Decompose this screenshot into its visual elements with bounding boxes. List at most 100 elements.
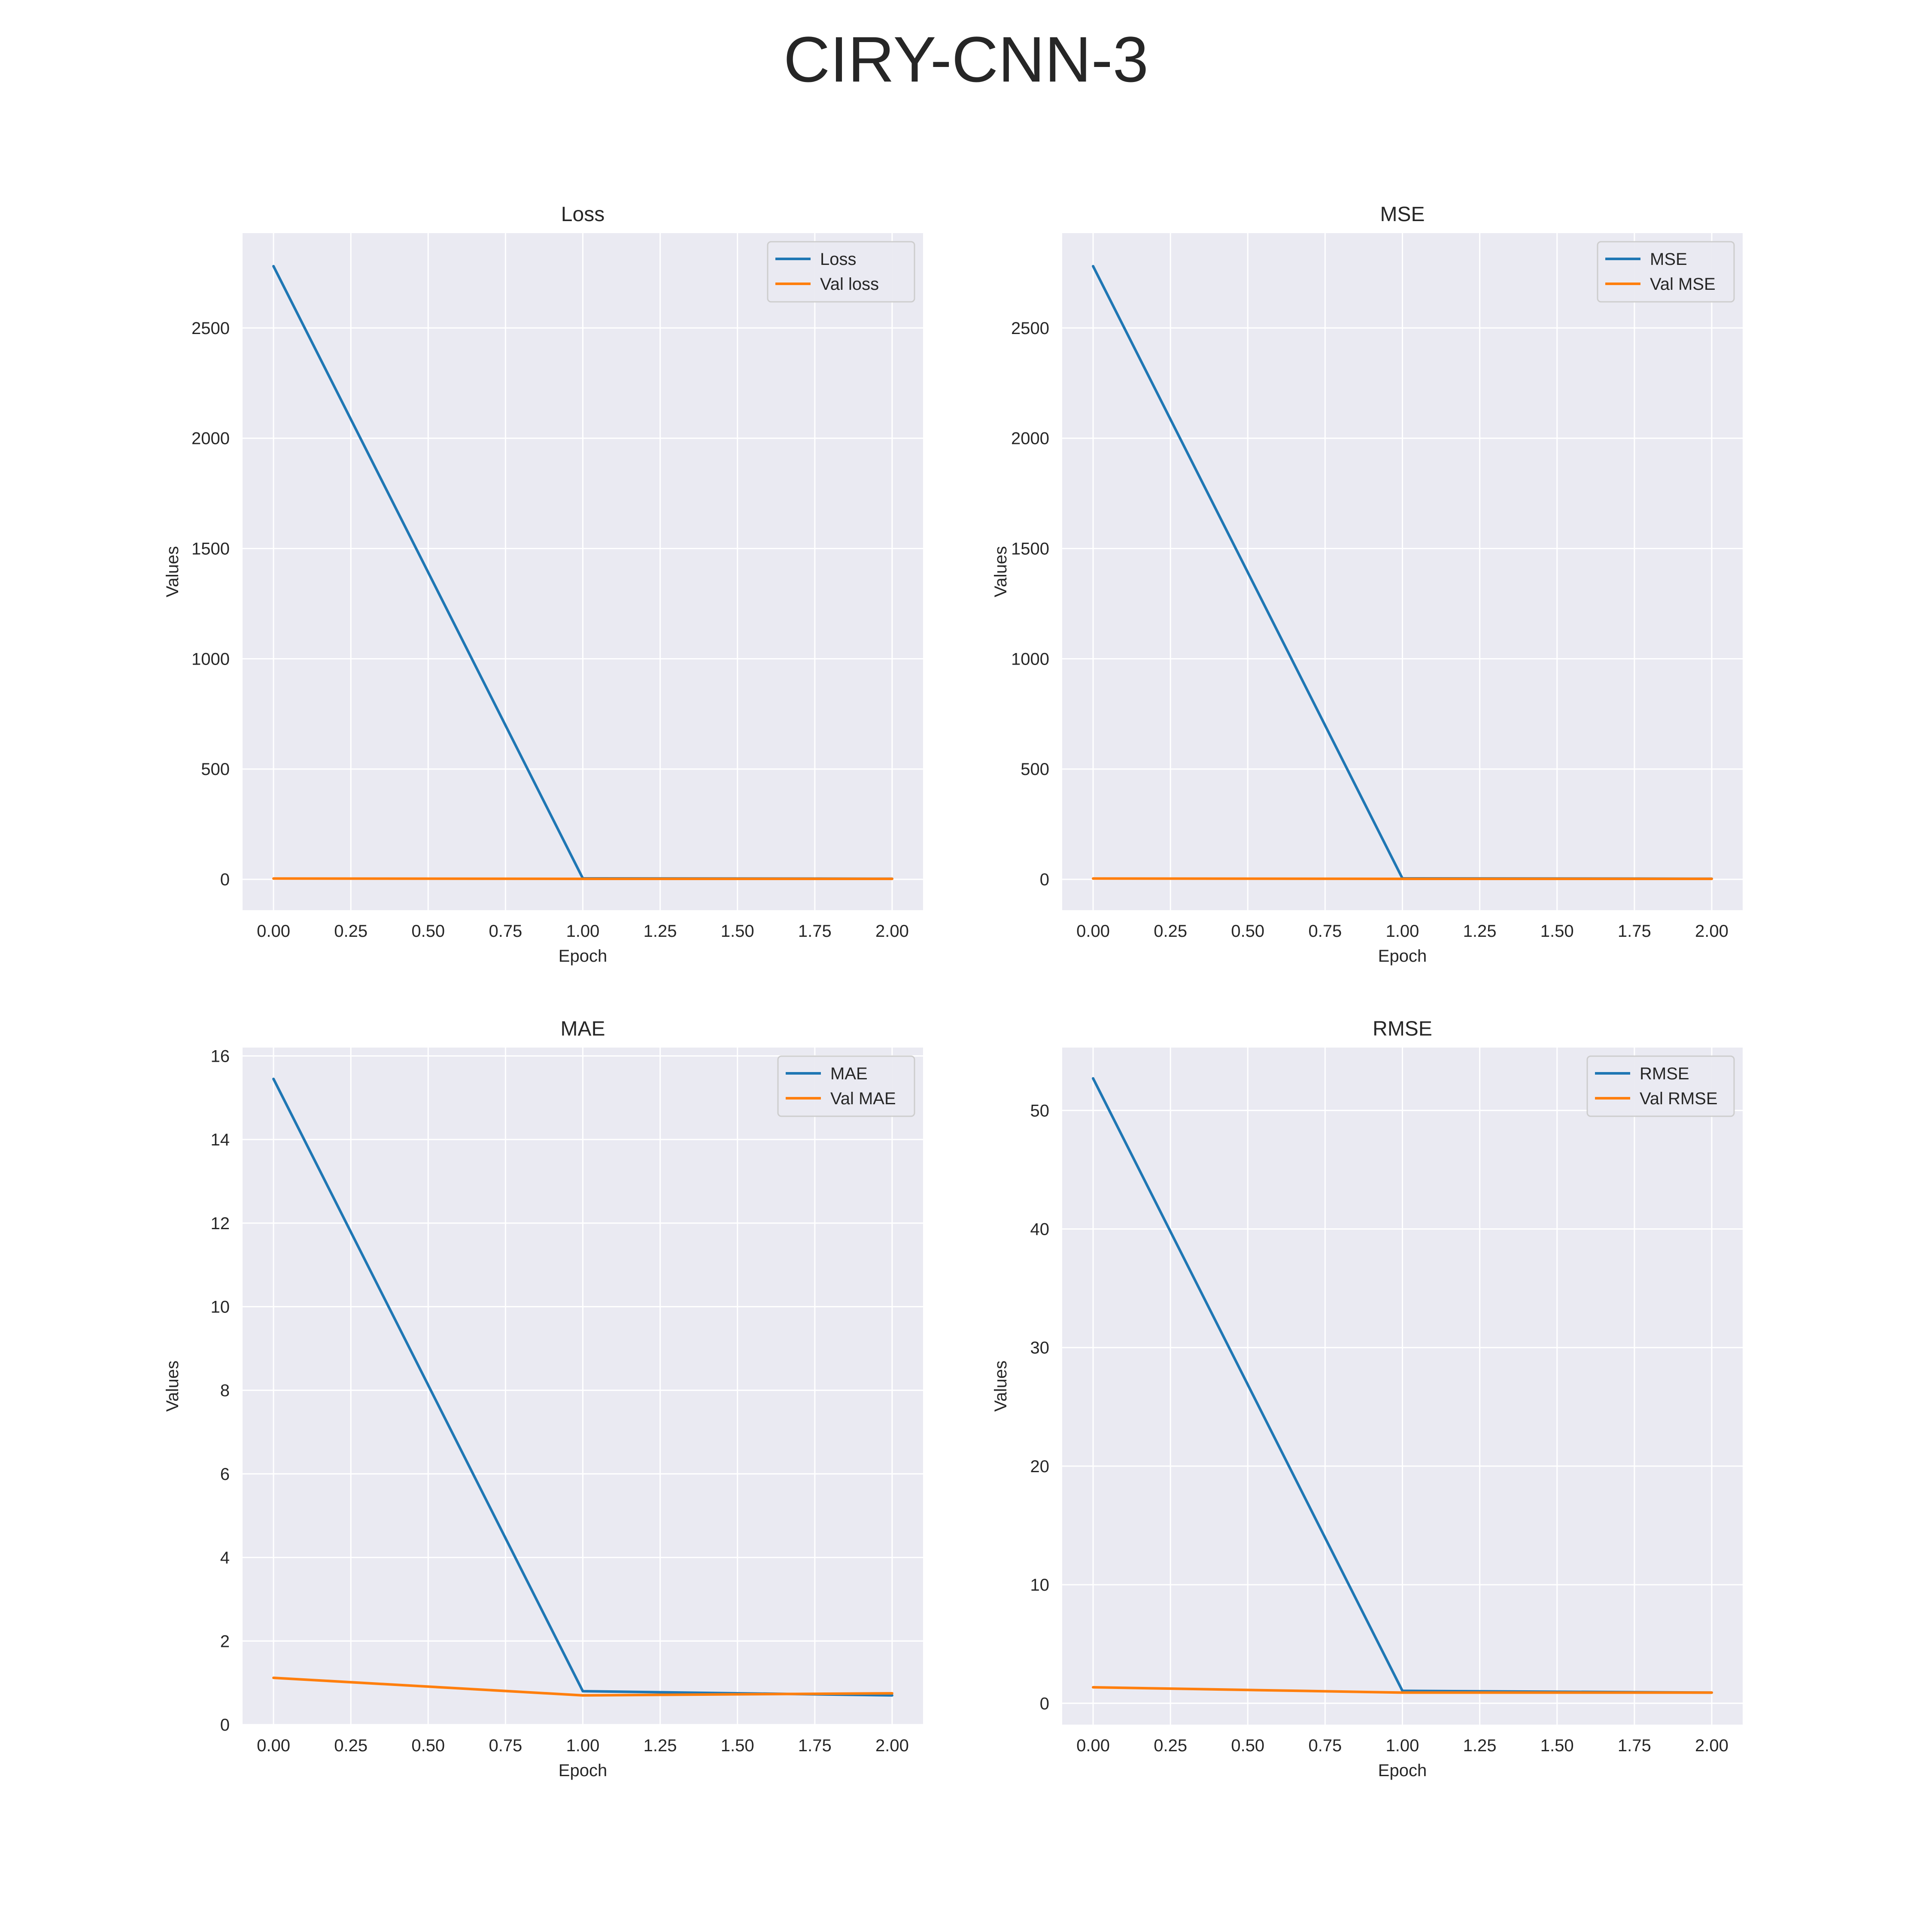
y-tick-label: 0: [220, 870, 230, 889]
x-tick-label: 0.00: [257, 1736, 290, 1755]
y-tick-label: 20: [1030, 1457, 1050, 1476]
data-point: [1092, 1077, 1095, 1080]
data-point: [890, 1692, 893, 1695]
y-tick-label: 2: [220, 1632, 230, 1651]
x-tick-label: 1.50: [721, 1736, 754, 1755]
y-tick-label: 30: [1030, 1339, 1050, 1358]
data-point: [1092, 1686, 1095, 1689]
subplot-loss: 0.00 0.25 0.50 0.75 1.00 1.25 1.50 1.75 2.00 0 500…: [163, 203, 923, 966]
subplot-rmse: 0.00 0.25 0.50 0.75 1.00 1.25 1.50 1.75 2.00 0 10 2…: [991, 1018, 1743, 1780]
y-tick-label: 6: [220, 1465, 230, 1484]
data-point: [1401, 1691, 1404, 1694]
x-tick-label: 0.75: [489, 922, 522, 941]
y-tick-label: 4: [220, 1549, 230, 1567]
data-point: [1710, 878, 1713, 881]
y-tick-label: 2500: [191, 319, 230, 338]
x-tick-label: 1.75: [798, 1736, 832, 1755]
data-point: [272, 265, 275, 268]
y-tick-label: 10: [211, 1298, 230, 1317]
x-tick-label: 0.25: [1154, 922, 1187, 941]
x-tick-label: 1.50: [1540, 922, 1574, 941]
x-tick-label: 1.50: [721, 922, 754, 941]
legend-frame: [1597, 241, 1735, 303]
x-axis-label: Epoch: [1378, 1761, 1427, 1780]
data-point: [581, 1690, 584, 1693]
legend-entry: MSE: [1650, 250, 1687, 269]
y-tick-label: 1000: [191, 650, 230, 668]
y-tick-label: 0: [1040, 870, 1049, 889]
x-tick-label: 1.75: [1618, 922, 1651, 941]
legend-entry: Val MAE: [830, 1089, 896, 1108]
legend-frame: [767, 241, 915, 303]
data-point: [272, 877, 275, 880]
x-tick-label: 1.75: [1618, 1736, 1651, 1755]
x-tick-label: 0.75: [1308, 922, 1342, 941]
y-tick-label: 40: [1030, 1220, 1050, 1239]
x-tick-label: 0.00: [1076, 1736, 1110, 1755]
y-tick-label: 10: [1030, 1576, 1050, 1595]
y-axis-label: Values: [163, 1361, 182, 1412]
x-tick-label: 0.50: [1231, 922, 1264, 941]
y-tick-label: 2500: [1011, 319, 1049, 338]
x-tick-label: 1.50: [1540, 1736, 1574, 1755]
data-point: [890, 878, 893, 881]
x-tick-label: 1.25: [644, 1736, 677, 1755]
y-tick-label: 0: [220, 1716, 230, 1735]
x-tick-label: 0.50: [411, 922, 445, 941]
data-point: [272, 1676, 275, 1679]
data-point: [1092, 265, 1095, 268]
x-tick-label: 1.25: [1463, 922, 1497, 941]
x-tick-label: 0.50: [1231, 1736, 1264, 1755]
x-tick-label: 1.00: [566, 922, 600, 941]
y-tick-label: 0: [1040, 1694, 1049, 1713]
x-tick-label: 2.00: [1695, 1736, 1728, 1755]
x-tick-label: 0.00: [1076, 922, 1110, 941]
subplot-title: MSE: [1380, 203, 1425, 226]
x-tick-label: 1.00: [1386, 922, 1419, 941]
y-tick-label: 2000: [1011, 429, 1049, 448]
y-tick-label: 16: [211, 1047, 230, 1066]
legend-entry: Val loss: [820, 275, 879, 294]
x-axis-label: Epoch: [559, 1761, 607, 1780]
y-tick-label: 14: [211, 1130, 230, 1149]
data-point: [1401, 877, 1404, 880]
y-tick-label: 2000: [191, 429, 230, 448]
x-tick-label: 2.00: [875, 922, 909, 941]
data-point: [1092, 877, 1095, 880]
y-axis-label: Values: [991, 1361, 1010, 1412]
x-tick-label: 1.00: [566, 1736, 600, 1755]
x-tick-label: 0.00: [257, 922, 290, 941]
legend-entry: RMSE: [1640, 1064, 1689, 1083]
x-axis-label: Epoch: [1378, 947, 1427, 966]
y-axis-label: Values: [991, 546, 1010, 597]
subplot-mae: 0.00 0.25 0.50 0.75 1.00 1.25 1.50 1.75 2.00 0 2 4 6…: [163, 1018, 923, 1780]
figure-title: CIRY-CNN-3: [783, 23, 1149, 95]
y-tick-label: 1500: [191, 540, 230, 559]
x-tick-label: 0.75: [489, 1736, 522, 1755]
legend: Loss Val loss: [767, 241, 915, 303]
subplot-title: MAE: [560, 1018, 605, 1040]
subplot-title: Loss: [561, 203, 605, 226]
x-tick-label: 0.25: [334, 922, 368, 941]
subplot-mse: 0.00 0.25 0.50 0.75 1.00 1.25 1.50 1.75 2.00 0 500…: [991, 203, 1743, 966]
data-point: [1710, 1691, 1713, 1694]
x-tick-label: 1.25: [644, 922, 677, 941]
legend: RMSE Val RMSE: [1586, 1055, 1735, 1117]
y-tick-label: 500: [1021, 760, 1049, 779]
x-tick-label: 0.25: [334, 1736, 368, 1755]
x-tick-label: 2.00: [1695, 922, 1728, 941]
legend: MSE Val MSE: [1597, 241, 1735, 303]
x-tick-label: 0.50: [411, 1736, 445, 1755]
legend-entry: Loss: [820, 250, 857, 269]
y-tick-label: 50: [1030, 1101, 1050, 1120]
data-point: [581, 877, 584, 880]
legend-entry: Val RMSE: [1640, 1089, 1718, 1108]
y-tick-label: 500: [201, 760, 230, 779]
legend: MAE Val MAE: [777, 1055, 915, 1117]
data-point: [890, 1694, 893, 1697]
x-tick-label: 2.00: [875, 1736, 909, 1755]
x-tick-label: 1.25: [1463, 1736, 1497, 1755]
data-point: [272, 1078, 275, 1081]
y-tick-label: 1000: [1011, 650, 1049, 668]
